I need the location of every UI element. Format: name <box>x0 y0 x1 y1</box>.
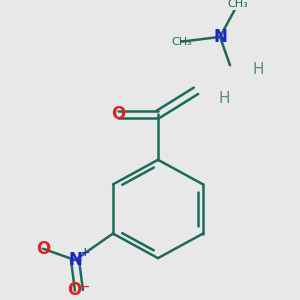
Text: CH₃: CH₃ <box>172 37 192 46</box>
Text: H: H <box>218 91 230 106</box>
Text: +: + <box>80 246 90 259</box>
Text: O: O <box>36 240 50 258</box>
Text: H: H <box>252 62 264 77</box>
Text: N: N <box>68 251 82 269</box>
Text: O⁻: O⁻ <box>68 281 91 299</box>
Text: N: N <box>213 28 227 46</box>
Text: O: O <box>111 105 125 123</box>
Text: CH₃: CH₃ <box>228 0 248 9</box>
